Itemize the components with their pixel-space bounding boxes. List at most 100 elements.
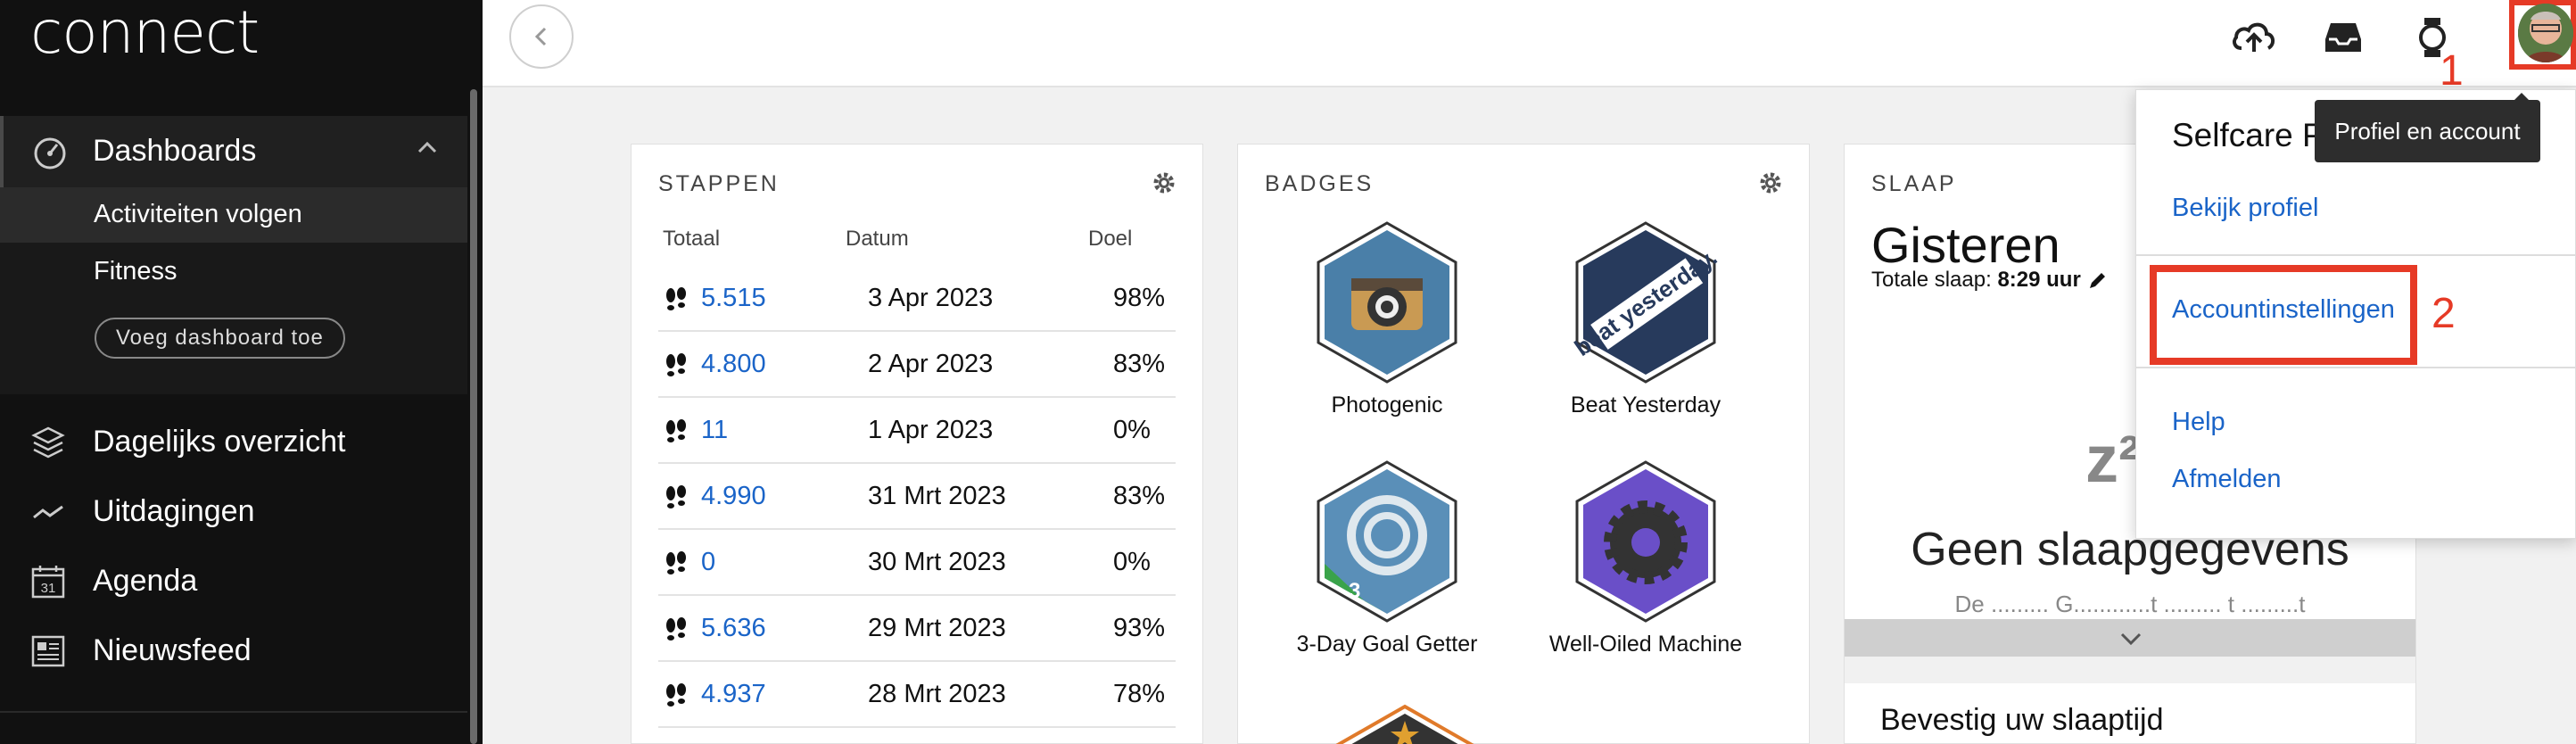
steps-card-title: STAPPEN — [658, 171, 780, 196]
total-sleep-label: Totale slaap: — [1871, 268, 1992, 292]
column-header-goal[interactable]: Doel — [1088, 227, 1133, 251]
goal-getter-badge-icon: 3 — [1317, 460, 1457, 623]
table-row[interactable]: 5.636 29 Mrt 2023 93% — [658, 596, 1176, 662]
badge-beat-yesterday[interactable]: beat yesterday. Beat Yesterday — [1516, 219, 1775, 418]
avatar-highlight-box — [2509, 0, 2576, 70]
upload-cloud-icon[interactable] — [2229, 12, 2279, 62]
column-header-date[interactable]: Datum — [846, 227, 909, 251]
chevron-up-icon[interactable] — [416, 136, 439, 159]
speedometer-icon — [32, 134, 68, 169]
sleep-day-label: Gisteren — [1871, 217, 2060, 273]
sleep-card-title: SLAAP — [1871, 171, 1957, 196]
footsteps-icon — [664, 287, 689, 312]
pencil-icon[interactable] — [2086, 270, 2108, 292]
steps-date: 28 Mrt 2023 — [868, 680, 1006, 708]
steps-goal: 0% — [1113, 416, 1151, 444]
gear-icon[interactable] — [1757, 169, 1784, 196]
footsteps-icon — [664, 551, 689, 576]
chevron-down-icon — [2120, 632, 2142, 646]
annotation-number-2: 2 — [2432, 290, 2456, 337]
sleep-z-icon: z² — [2085, 422, 2141, 496]
sidebar-item-dashboards[interactable]: Dashboards — [0, 116, 467, 187]
dropdown-user-name: Selfcare P — [2172, 117, 2324, 153]
subnav-item-activities[interactable]: Activiteiten volgen — [94, 200, 302, 228]
total-sleep: Totale slaap: 8:29 uur — [1871, 268, 2108, 293]
subnav-item-fitness[interactable]: Fitness — [94, 257, 178, 285]
table-row[interactable]: 0 30 Mrt 2023 0% — [658, 530, 1176, 596]
steps-value[interactable]: 4.990 — [701, 482, 766, 510]
total-sleep-value: 8:29 uur — [1997, 268, 2081, 292]
chevron-left-icon — [534, 27, 547, 46]
badge-name: Photogenic — [1331, 393, 1443, 417]
steps-card: STAPPEN Totaal Datum Doel 5.515 3 Apr 202… — [631, 144, 1203, 744]
avatar[interactable] — [2518, 4, 2573, 62]
badge-3-day-goal-getter[interactable]: 3 3-Day Goal Getter — [1258, 459, 1516, 657]
table-row[interactable]: 5.515 3 Apr 2023 98% — [658, 266, 1176, 332]
badge-well-oiled-machine[interactable]: Well-Oiled Machine — [1516, 459, 1775, 657]
badge-photogenic[interactable]: Photogenic — [1258, 219, 1516, 418]
sleep-description-text: De ......... G............t ......... t … — [1954, 591, 2306, 617]
steps-goal: 78% — [1113, 680, 1166, 708]
calendar-icon: 31 — [30, 564, 66, 599]
top-bar — [483, 0, 2576, 87]
steps-goal: 93% — [1113, 614, 1166, 642]
sidebar-item-label: Uitdagingen — [93, 494, 255, 528]
sidebar-scrollbar[interactable] — [470, 89, 477, 744]
account-settings-link[interactable]: Accountinstellingen — [2172, 295, 2395, 324]
steps-value[interactable]: 4.800 — [701, 350, 766, 378]
badges-card: BADGES Photogenic beat yesterday. Beat Y… — [1237, 144, 1810, 744]
inbox-icon[interactable] — [2318, 12, 2368, 62]
steps-value[interactable]: 5.636 — [701, 614, 766, 642]
steps-goal: 0% — [1113, 548, 1151, 576]
badge-partial[interactable] — [1329, 703, 1481, 744]
watch-icon[interactable] — [2407, 12, 2457, 62]
steps-date: 2 Apr 2023 — [868, 350, 994, 378]
table-row[interactable]: 4.990 31 Mrt 2023 83% — [658, 464, 1176, 530]
trend-icon — [30, 494, 66, 530]
sidebar-item-challenges[interactable]: Uitdagingen — [0, 480, 467, 542]
app-logo[interactable]: connect — [30, 0, 260, 67]
footsteps-icon — [664, 485, 689, 510]
annotation-number-1: 1 — [2440, 47, 2464, 95]
dashboard-subnav: Activiteiten volgen Fitness Voeg dashboa… — [0, 187, 467, 394]
beat-yesterday-badge-icon: beat yesterday. — [1570, 221, 1721, 384]
steps-value[interactable]: 11 — [701, 416, 729, 444]
sidebar-item-newsfeed[interactable]: Nieuwsfeed — [0, 619, 467, 682]
help-link[interactable]: Help — [2172, 408, 2225, 436]
badge-name: Well-Oiled Machine — [1548, 632, 1743, 657]
account-settings-highlight-box — [2150, 265, 2417, 365]
newsfeed-icon — [30, 633, 66, 669]
steps-date: 1 Apr 2023 — [868, 416, 994, 444]
dropdown-divider — [2136, 254, 2575, 256]
confirm-sleep-time[interactable]: Bevestig uw slaaptijd — [1880, 703, 2164, 737]
steps-date: 29 Mrt 2023 — [868, 614, 1006, 642]
dropdown-divider — [2136, 367, 2575, 368]
steps-date: 3 Apr 2023 — [868, 284, 994, 312]
sidebar-item-label: Agenda — [93, 564, 198, 598]
steps-value[interactable]: 0 — [701, 548, 716, 576]
profile-tooltip: Profiel en account — [2315, 100, 2540, 162]
table-row[interactable]: 11 1 Apr 2023 0% — [658, 398, 1176, 464]
table-row[interactable]: 4.800 2 Apr 2023 83% — [658, 332, 1176, 398]
steps-value[interactable]: 5.515 — [701, 284, 766, 312]
badge-name: Beat Yesterday — [1570, 393, 1721, 417]
footsteps-icon — [664, 353, 689, 378]
steps-date: 30 Mrt 2023 — [868, 548, 1006, 576]
steps-date: 31 Mrt 2023 — [868, 482, 1006, 510]
view-profile-link[interactable]: Bekijk profiel — [2172, 194, 2319, 222]
table-row[interactable]: 4.937 28 Mrt 2023 78% — [658, 662, 1176, 728]
gear-icon[interactable] — [1151, 169, 1177, 196]
expand-bar[interactable] — [1845, 619, 2415, 657]
footsteps-icon — [664, 617, 689, 642]
steps-goal: 83% — [1113, 482, 1166, 510]
sidebar-item-calendar[interactable]: 31 Agenda — [0, 550, 467, 612]
back-button[interactable] — [509, 4, 574, 69]
steps-value[interactable]: 4.937 — [701, 680, 766, 708]
star-badge-icon — [1335, 704, 1474, 744]
steps-goal: 98% — [1113, 284, 1166, 312]
logout-link[interactable]: Afmelden — [2172, 465, 2282, 493]
gear-badge-icon — [1575, 460, 1716, 623]
column-header-total[interactable]: Totaal — [663, 227, 721, 251]
sidebar-item-daily-overview[interactable]: Dagelijks overzicht — [0, 410, 467, 473]
add-dashboard-button[interactable]: Voeg dashboard toe — [95, 318, 345, 359]
